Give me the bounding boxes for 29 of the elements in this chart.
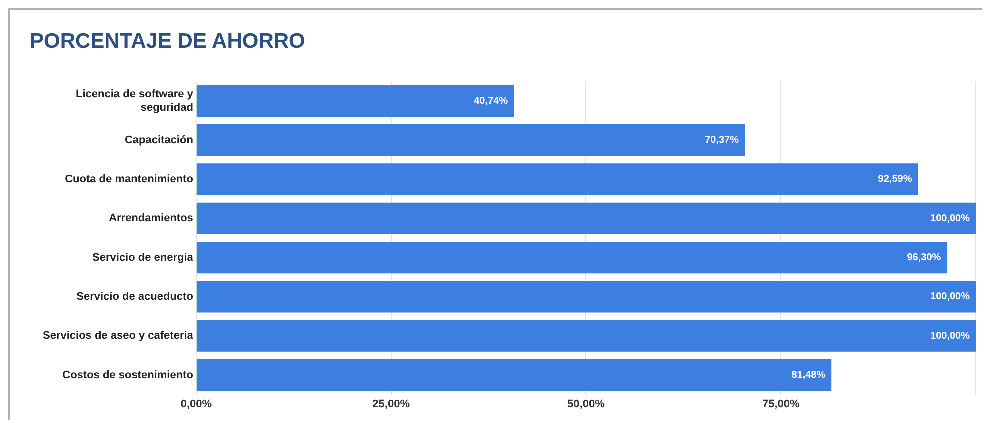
- x-tick-label: 0,00%: [180, 398, 212, 410]
- data-label: 100,00%: [930, 330, 970, 342]
- chart-title: PORCENTAJE DE AHORRO: [30, 30, 306, 54]
- y-tick-label: Arrendamientos: [109, 212, 194, 225]
- y-tick-label: Licencia de software y seguridad: [76, 88, 194, 114]
- bar: [196, 359, 832, 392]
- data-label: 100,00%: [930, 292, 970, 303]
- bar: [196, 124, 746, 156]
- y-tick-label: Servicio de acueducto: [76, 290, 194, 303]
- data-label: 40,74%: [474, 96, 508, 107]
- data-label: 100,00%: [930, 213, 970, 224]
- bar: [196, 320, 976, 352]
- y-tick-label: Cuota de mantenimiento: [65, 174, 194, 186]
- y-tick-label: Capacitación: [124, 134, 194, 146]
- y-tick-label: Servicios de aseo y cafeteria: [42, 330, 194, 342]
- y-tick-label: Servicio de energia: [92, 252, 194, 264]
- bar: [196, 202, 976, 234]
- bar: [196, 242, 948, 274]
- bar: [196, 164, 918, 196]
- y-tick-label: Costos de sostenimiento: [62, 369, 194, 382]
- data-label: 81,48%: [792, 370, 826, 381]
- bar: [196, 281, 976, 313]
- data-label: 96,30%: [907, 252, 942, 264]
- x-tick-label: 50,00%: [568, 398, 606, 410]
- data-label: 92,59%: [878, 174, 912, 186]
- x-tick-label: 25,00%: [372, 398, 410, 410]
- x-tick-label: 75,00%: [762, 398, 800, 410]
- data-label: 70,37%: [705, 135, 740, 146]
- bar: [196, 85, 514, 117]
